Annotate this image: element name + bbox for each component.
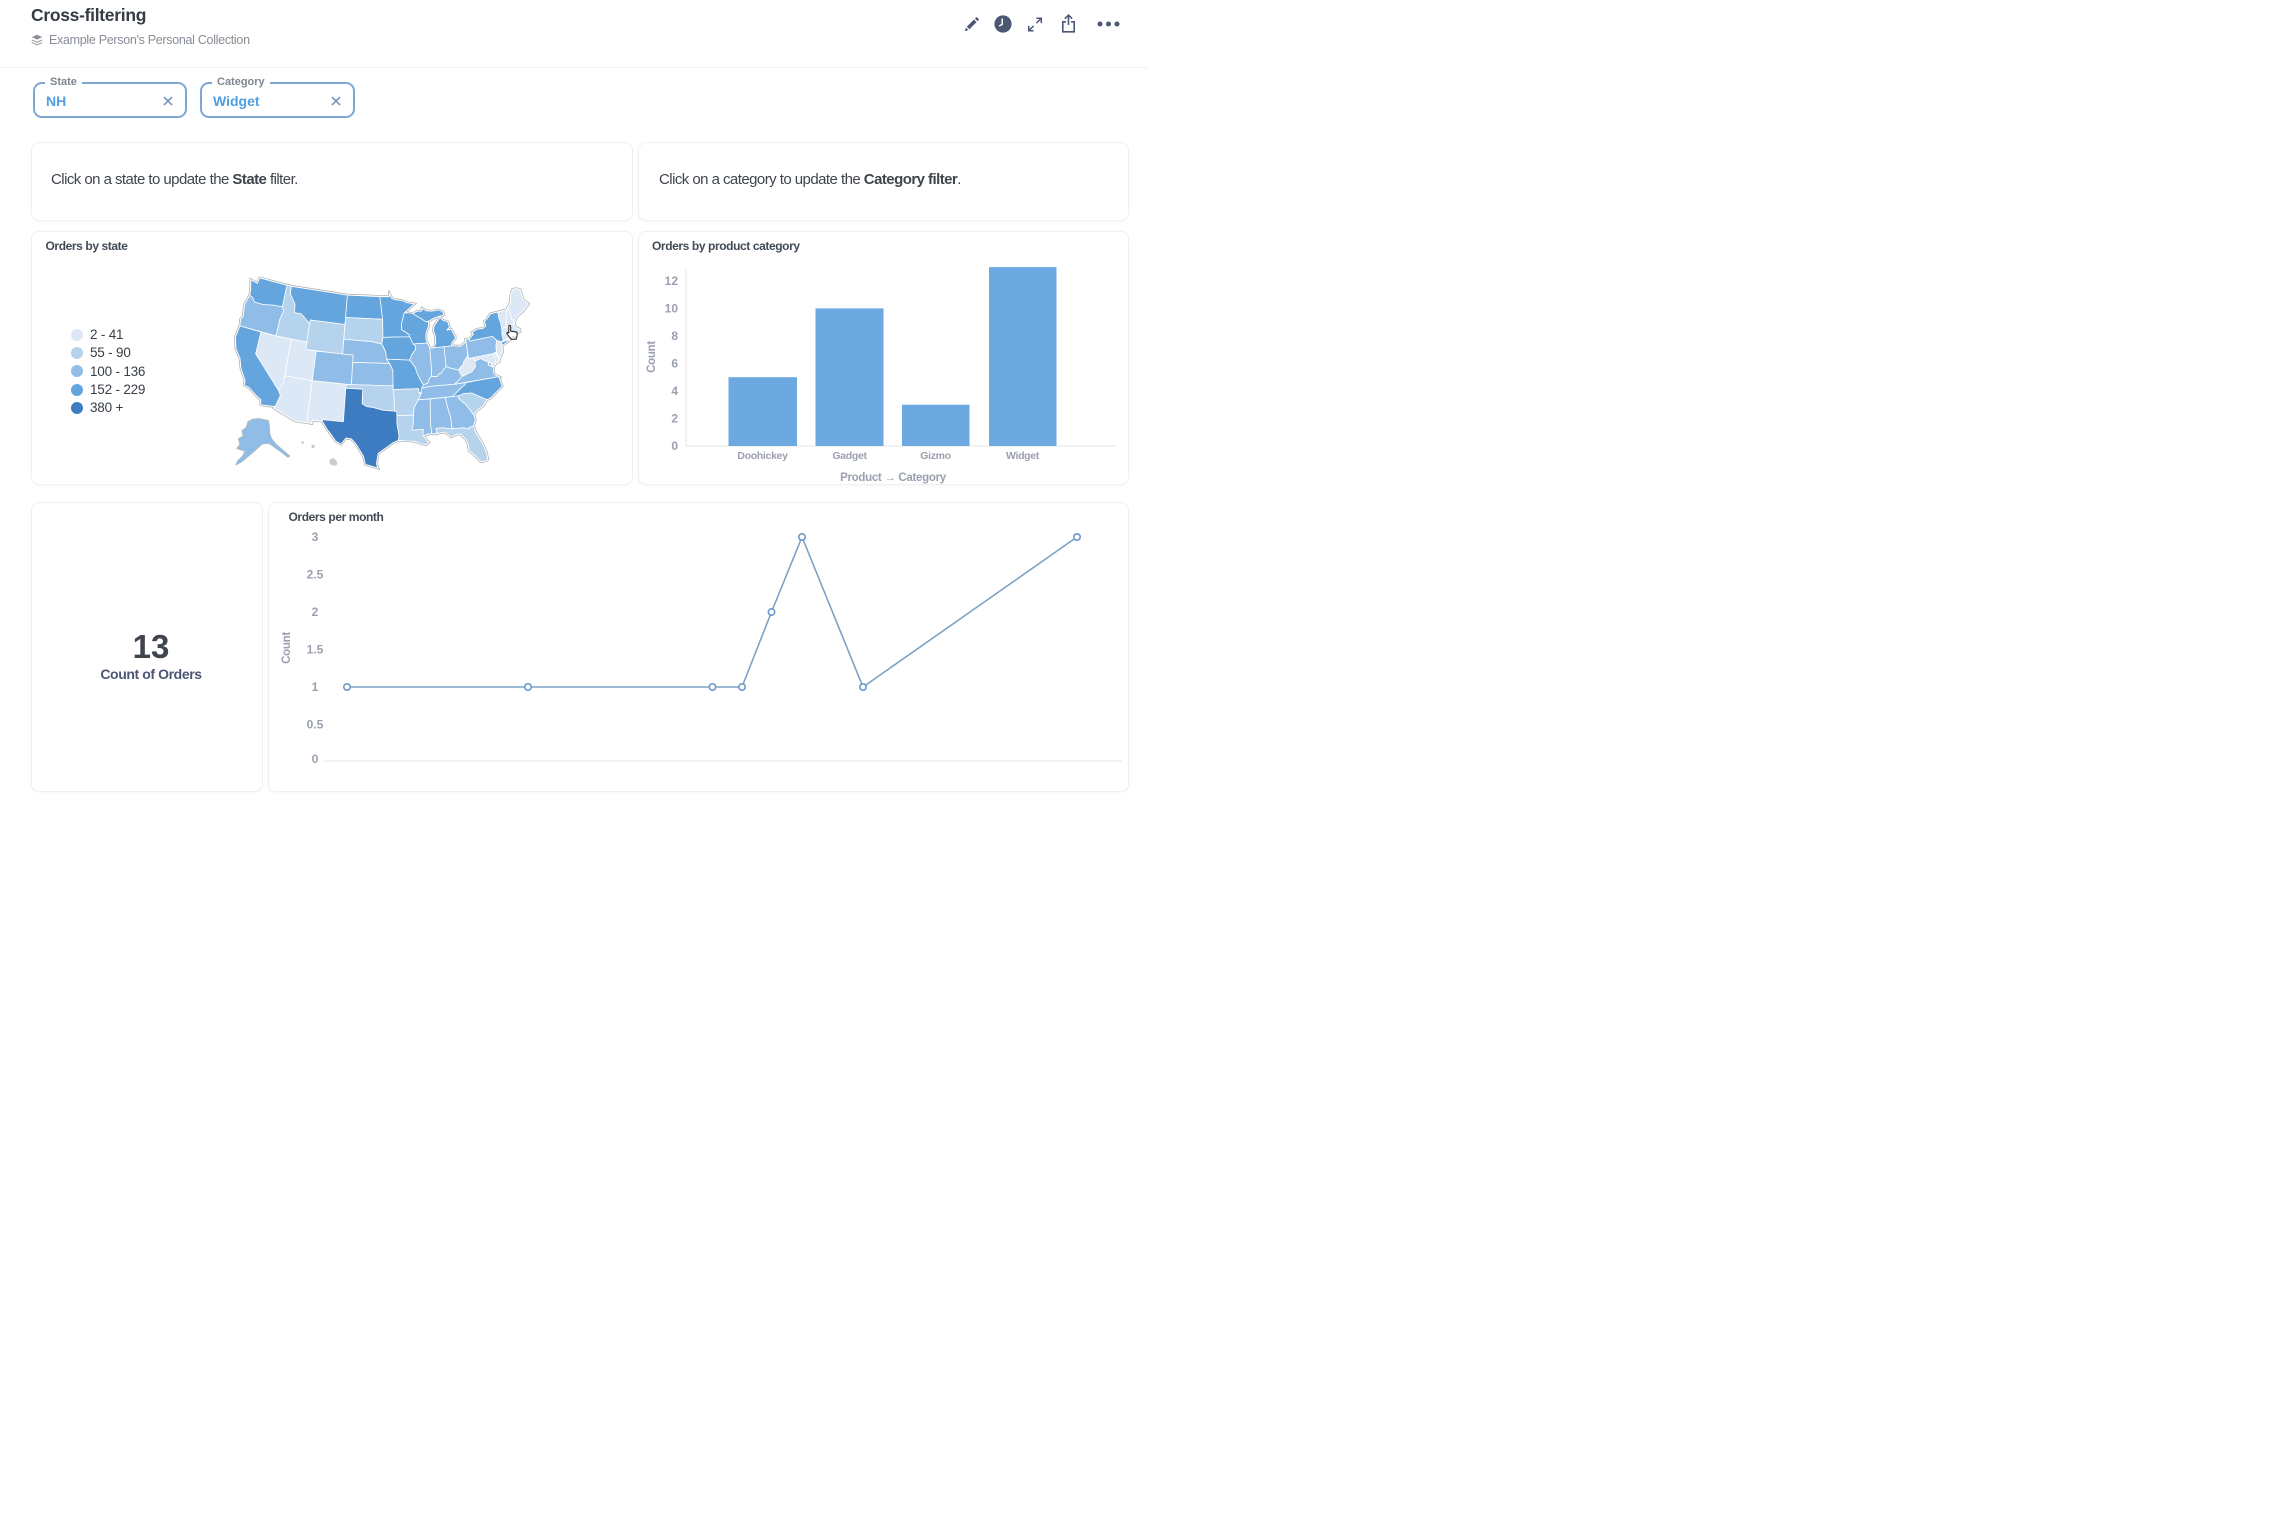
svg-text:4: 4 xyxy=(671,384,678,398)
svg-text:2.5: 2.5 xyxy=(307,568,324,582)
svg-text:Count: Count xyxy=(281,632,293,664)
svg-text:1: 1 xyxy=(312,680,319,694)
svg-text:6: 6 xyxy=(671,357,678,371)
svg-text:0.5: 0.5 xyxy=(307,718,324,732)
svg-text:2: 2 xyxy=(671,412,678,426)
svg-text:Gadget: Gadget xyxy=(832,450,867,462)
svg-text:Doohickey: Doohickey xyxy=(737,450,788,462)
svg-text:Widget: Widget xyxy=(1006,450,1040,462)
svg-text:10: 10 xyxy=(665,302,679,316)
svg-text:12: 12 xyxy=(665,274,679,288)
svg-text:Product → Category: Product → Category xyxy=(840,472,947,484)
svg-text:Gizmo: Gizmo xyxy=(920,450,951,462)
svg-text:1.5: 1.5 xyxy=(307,643,324,657)
svg-text:8: 8 xyxy=(671,329,678,343)
svg-text:0: 0 xyxy=(671,439,678,453)
svg-text:Count: Count xyxy=(646,341,658,373)
svg-text:2: 2 xyxy=(312,605,319,619)
svg-text:3: 3 xyxy=(312,530,319,544)
svg-text:0: 0 xyxy=(312,752,319,764)
